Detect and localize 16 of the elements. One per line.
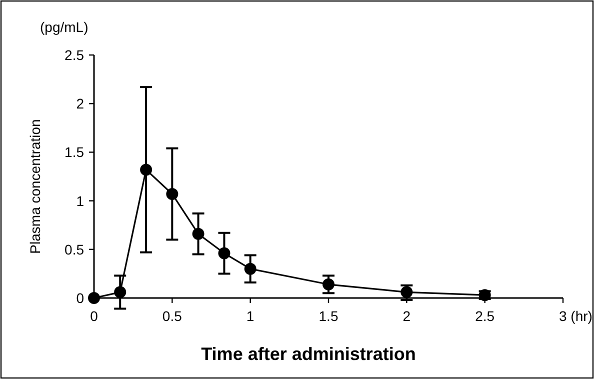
y-axis-title: Plasma concentration (27, 119, 43, 254)
x-tick-label: 2.5 (475, 308, 495, 324)
y-tick-label: 0 (76, 290, 84, 306)
x-tick-label: 0.5 (162, 308, 182, 324)
y-tick-label: 0.5 (64, 241, 84, 258)
x-tick-label: 1.5 (318, 308, 338, 324)
y-tick-label: 2 (76, 96, 84, 112)
y-tick-label: 1 (76, 192, 84, 209)
x-tick-label: 2 (402, 308, 411, 324)
text: (pg/mL) (40, 19, 88, 35)
x-tick-label: 3 (hr) (559, 308, 592, 324)
x-tick-label: 1 (246, 308, 254, 324)
y-tick-label: 2.5 (64, 47, 84, 63)
y-tick-label: 1.5 (64, 144, 84, 160)
x-tick-label: 0 (90, 308, 98, 324)
x-axis-title: Time after administration (201, 344, 416, 364)
